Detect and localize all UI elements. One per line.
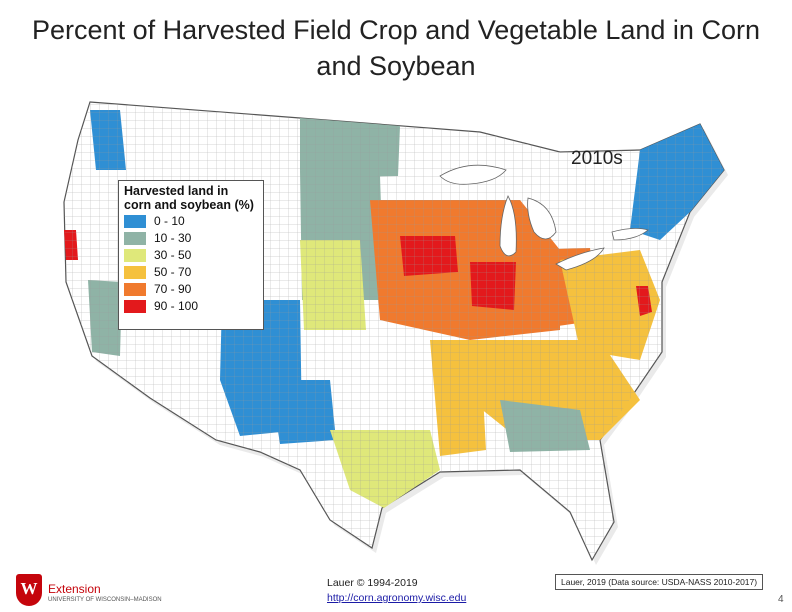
legend-row: 50 - 70	[124, 264, 258, 280]
legend-swatch	[124, 231, 146, 245]
legend-label: 30 - 50	[154, 248, 192, 262]
legend-label: 10 - 30	[154, 231, 192, 245]
legend-label: 70 - 90	[154, 282, 192, 296]
crest-icon: W	[16, 574, 42, 606]
logo-subtitle: UNIVERSITY OF WISCONSIN–MADISON	[48, 597, 162, 603]
legend-row: 30 - 50	[124, 247, 258, 263]
great-lakes	[439, 164, 649, 271]
legend-swatch	[124, 265, 146, 279]
lake-michigan	[499, 195, 517, 257]
legend-swatch	[124, 299, 146, 313]
legend-title: Harvested land in corn and soybean (%)	[124, 184, 258, 212]
map-legend: Harvested land in corn and soybean (%) 0…	[118, 180, 264, 330]
credit-line: Lauer © 1994-2019	[327, 577, 418, 589]
legend-label: 0 - 10	[154, 214, 185, 228]
legend-row: 70 - 90	[124, 281, 258, 297]
legend-swatch	[124, 214, 146, 228]
county-grid-overlay	[64, 102, 724, 560]
legend-row: 90 - 100	[124, 298, 258, 314]
legend-swatch	[124, 282, 146, 296]
credit-block: Lauer © 1994-2019 http://corn.agronomy.w…	[327, 576, 466, 606]
data-source-note: Lauer, 2019 (Data source: USDA-NASS 2010…	[555, 574, 764, 590]
decade-label: 2010s	[571, 148, 623, 169]
lake-erie	[555, 247, 605, 271]
credit-link[interactable]: http://corn.agronomy.wisc.edu	[327, 592, 467, 604]
legend-swatch	[124, 248, 146, 262]
legend-row: 10 - 30	[124, 230, 258, 246]
page-number: 4	[778, 594, 784, 605]
slide-title: Percent of Harvested Field Crop and Vege…	[20, 12, 772, 84]
lake-superior	[439, 164, 507, 185]
extension-logo: W Extension UNIVERSITY OF WISCONSIN–MADI…	[12, 572, 162, 608]
legend-title-line1: Harvested land in	[124, 184, 229, 198]
legend-title-line2: corn and soybean (%)	[124, 198, 254, 212]
legend-label: 90 - 100	[154, 299, 199, 313]
lake-ontario	[611, 228, 649, 241]
lake-huron	[527, 197, 557, 240]
logo-wordmark: Extension	[48, 582, 101, 596]
title-text: Percent of Harvested Field Crop and Vege…	[32, 15, 760, 81]
legend-label: 50 - 70	[154, 265, 192, 279]
legend-row: 0 - 10	[124, 213, 258, 229]
